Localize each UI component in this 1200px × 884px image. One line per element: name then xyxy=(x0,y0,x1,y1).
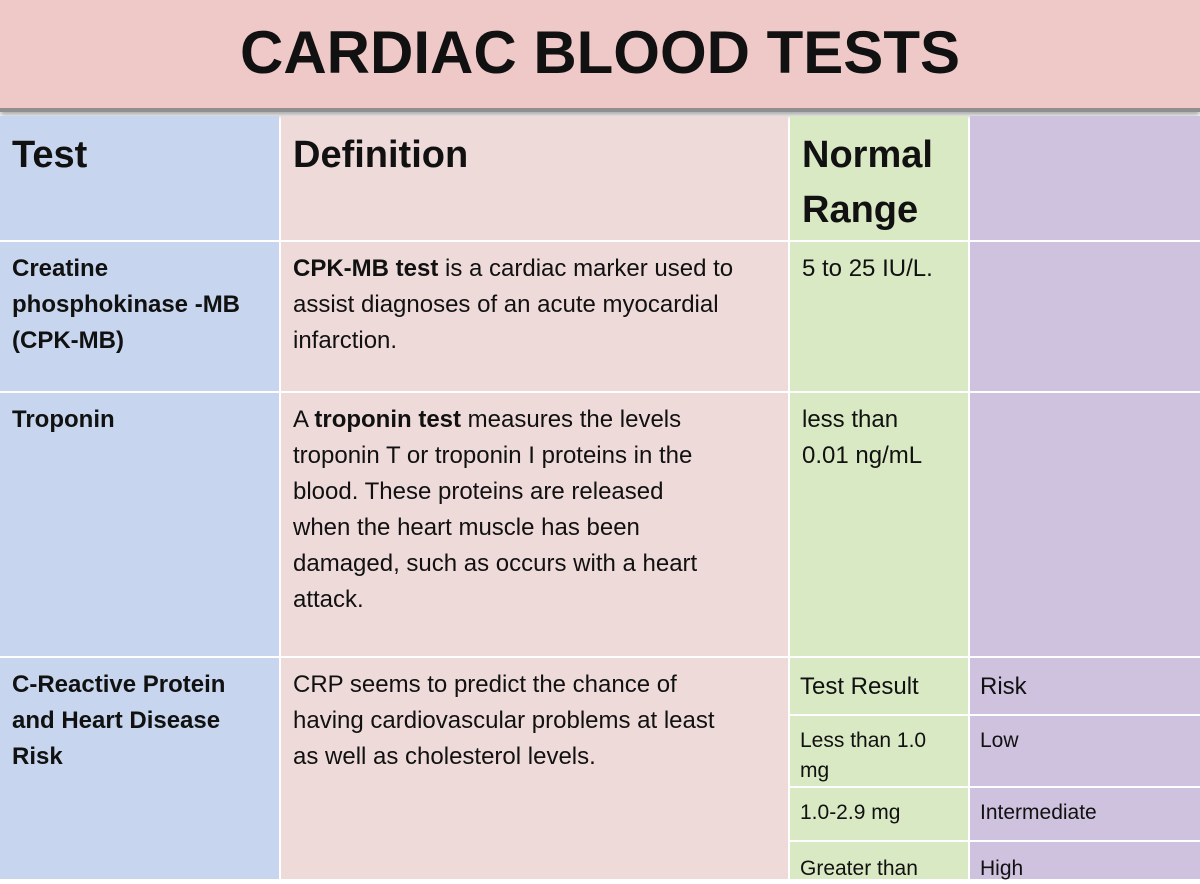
definition-text: damaged, such as occurs with a heart xyxy=(293,550,698,577)
header-test-label: Test xyxy=(12,134,88,176)
risk-result-text: mg xyxy=(800,759,830,782)
risk-result-text: 1.0-2.9 mg xyxy=(800,801,901,824)
risk-row-result: Greater than xyxy=(790,840,968,880)
risk-row-result: 1.0-2.9 mg xyxy=(790,786,968,840)
row-cpkmb-test-line: phosphokinase -MB xyxy=(12,291,241,318)
risk-header-result-label: Test Result xyxy=(800,673,919,700)
definition-text: A xyxy=(293,406,315,433)
row-crp-test-line: C-Reactive Protein xyxy=(12,671,226,698)
row-cpkmb-test-line: (CPK-MB) xyxy=(12,327,124,354)
header-definition-label: Definition xyxy=(293,134,469,176)
risk-result-text: Less than 1.0 xyxy=(800,729,927,752)
title-banner: CARDIAC BLOOD TESTS xyxy=(0,0,1200,112)
risk-level-text: Intermediate xyxy=(980,801,1097,824)
risk-row-level: Low xyxy=(970,714,1200,786)
row-cpkmb-definition: CPK-MB test is a cardiac marker used to … xyxy=(281,242,788,391)
definition-text: troponin T or troponin I proteins in the xyxy=(293,442,693,469)
risk-header-result: Test Result xyxy=(790,658,968,714)
row-cpkmb-test: Creatine phosphokinase -MB (CPK-MB) xyxy=(0,242,279,391)
row-troponin-extra xyxy=(970,393,1200,656)
definition-bold-term: troponin test xyxy=(314,406,462,433)
risk-header-risk-label: Risk xyxy=(980,673,1027,700)
risk-row-level: Intermediate xyxy=(970,786,1200,840)
row-troponin-range: less than 0.01 ng/mL xyxy=(790,393,968,656)
definition-bold-term: CPK-MB test xyxy=(293,255,439,282)
row-crp-test: C-Reactive Protein and Heart Disease Ris… xyxy=(0,658,279,879)
row-cpkmb-extra xyxy=(970,242,1200,391)
row-crp-test-line: Risk xyxy=(12,743,63,770)
definition-text: is a cardiac marker used to xyxy=(438,255,734,282)
row-crp-definition: CRP seems to predict the chance of havin… xyxy=(281,658,788,879)
risk-level-text: High xyxy=(980,857,1024,880)
definition-text: as well as cholesterol levels. xyxy=(293,743,596,770)
risk-level-text: Low xyxy=(980,729,1019,752)
header-extra xyxy=(970,116,1200,240)
row-cpkmb-test-line: Creatine xyxy=(12,255,109,282)
row-crp-test-line: and Heart Disease xyxy=(12,707,221,734)
header-range-line1: Normal xyxy=(802,134,933,176)
risk-header-risk: Risk xyxy=(970,658,1200,714)
definition-text: measures the levels xyxy=(461,406,682,433)
row-troponin-test-line: Troponin xyxy=(12,406,115,433)
risk-row-result: Less than 1.0 mg xyxy=(790,714,968,786)
risk-row-level: High xyxy=(970,840,1200,880)
definition-text: having cardiovascular problems at least xyxy=(293,707,715,734)
range-value: 5 to 25 IU/L. xyxy=(802,255,933,282)
header-range: Normal Range xyxy=(790,116,968,240)
definition-text: assist diagnoses of an acute myocardial xyxy=(293,291,719,318)
header-definition: Definition xyxy=(281,116,788,240)
definition-text: infarction. xyxy=(293,327,398,354)
definition-text: when the heart muscle has been xyxy=(293,514,640,541)
definition-text: CRP seems to predict the chance of xyxy=(293,671,677,698)
header-range-line2: Range xyxy=(802,189,919,231)
range-value: less than xyxy=(802,406,899,433)
header-test: Test xyxy=(0,116,279,240)
row-troponin-test: Troponin xyxy=(0,393,279,656)
row-cpkmb-range: 5 to 25 IU/L. xyxy=(790,242,968,391)
range-value: 0.01 ng/mL xyxy=(802,442,923,469)
definition-text: blood. These proteins are released xyxy=(293,478,664,505)
row-troponin-definition: A troponin test measures the levels trop… xyxy=(281,393,788,656)
risk-result-text: Greater than xyxy=(800,857,918,880)
page-title: CARDIAC BLOOD TESTS xyxy=(240,19,960,86)
definition-text: attack. xyxy=(293,586,364,613)
